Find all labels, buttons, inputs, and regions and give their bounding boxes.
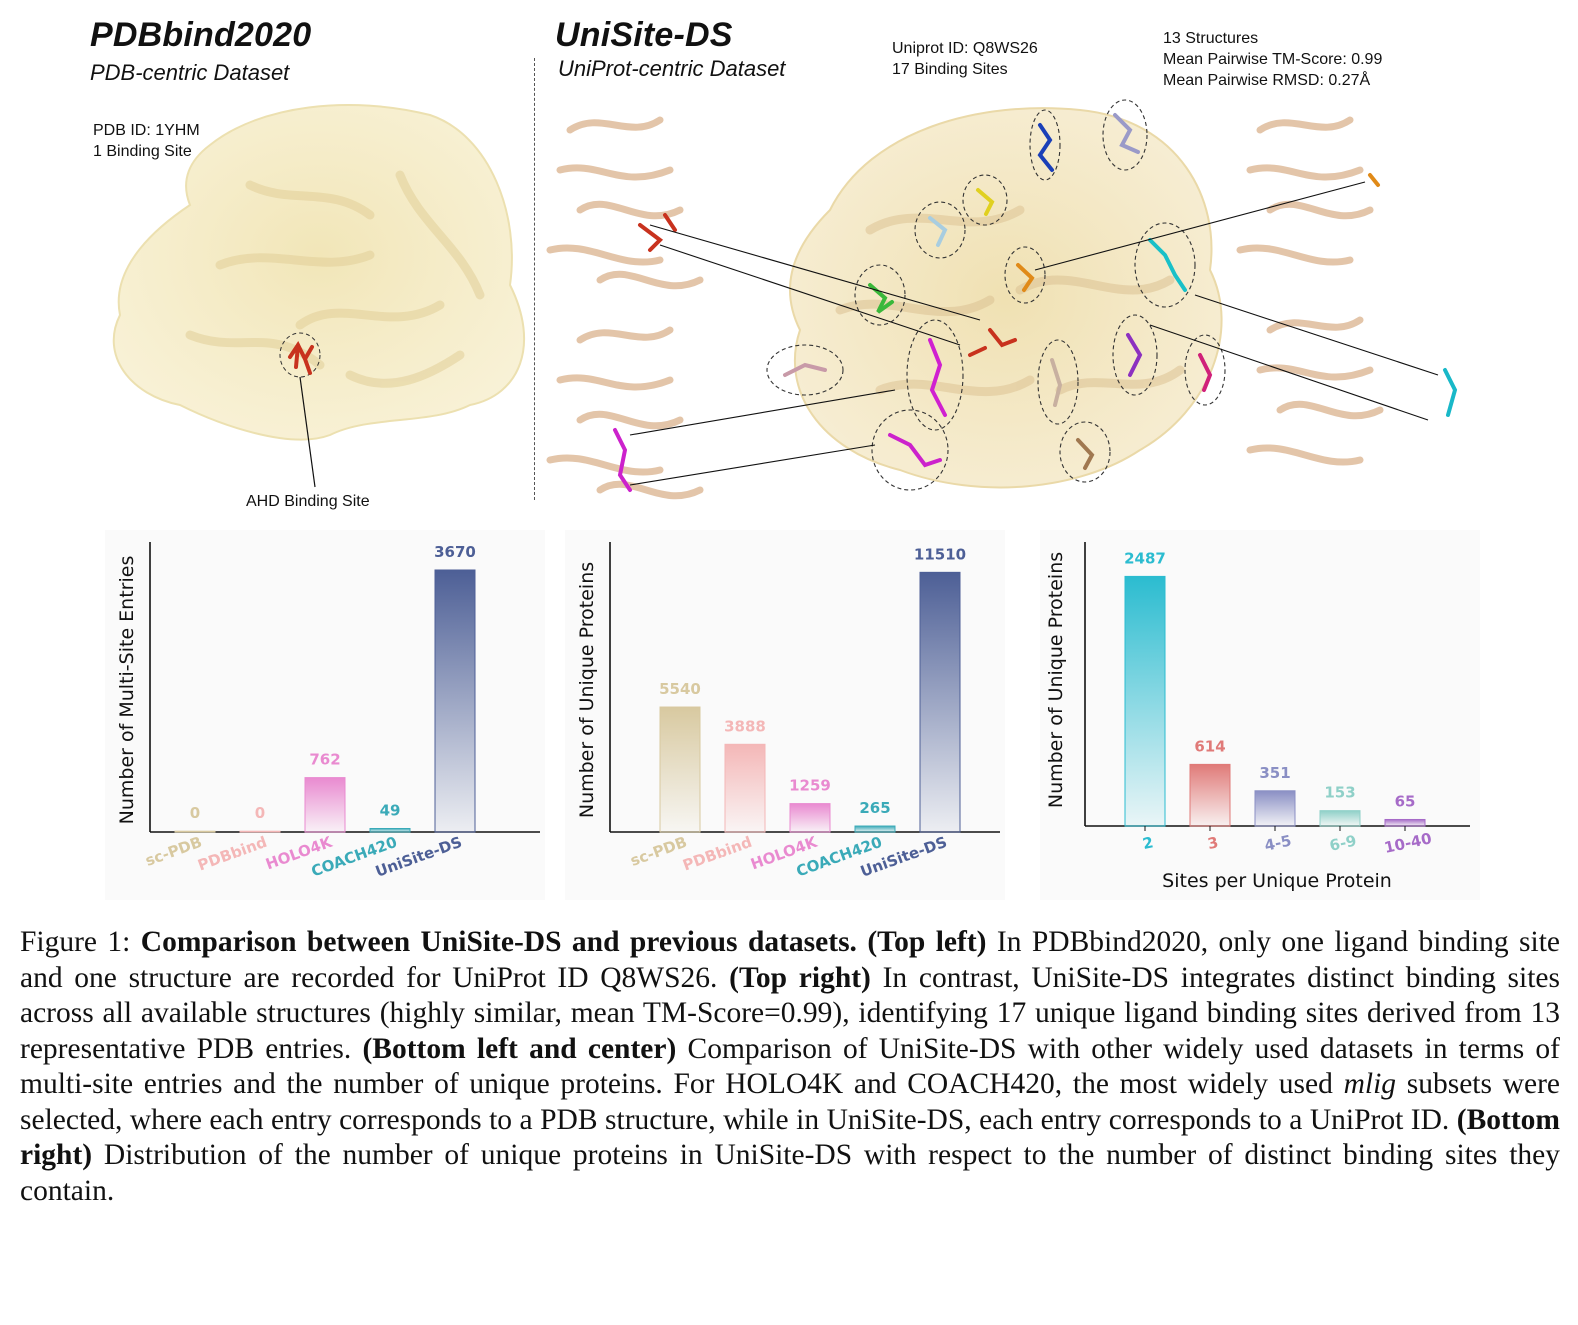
caption-fig-label: Figure 1: (20, 926, 131, 958)
bar-value-label: 5540 (659, 680, 701, 698)
x-tick-label: 3 (1206, 833, 1220, 853)
mini-structure-bottom-left (546, 326, 704, 500)
caption-bold-title: Comparison between UniSite-DS and previo… (140, 926, 857, 958)
caption-bottom-lc-head: (Bottom left and center) (362, 1032, 677, 1065)
caption-top-right-head: (Top right) (729, 961, 871, 994)
bar-value-label: 65 (1395, 792, 1416, 810)
pdbbind-subtitle: PDB-centric Dataset (90, 60, 290, 85)
bar-value-label: 3670 (434, 543, 476, 561)
caption-bottom-right-text: Distribution of the number of unique pro… (20, 1139, 1561, 1207)
chart-0-ylabel: Number of Multi-Site Entries (116, 556, 138, 825)
bar-value-label: 49 (380, 802, 401, 820)
bar-value-label: 265 (859, 799, 890, 817)
bar-unisite-ds (919, 571, 961, 833)
figure-caption: Figure 1: Comparison between UniSite-DS … (20, 925, 1560, 1209)
caption-top-right-text: In contrast, UniSite-DS integrates disti… (20, 961, 1561, 1065)
bar-value-label: 2487 (1124, 549, 1166, 567)
bar-value-label: 351 (1259, 764, 1290, 782)
ligand-ahd (288, 341, 314, 375)
bar-2 (1124, 575, 1166, 827)
mini-structure-bottom-right (1246, 316, 1384, 466)
bar-value-label: 762 (309, 751, 340, 769)
bar-pdbbind (724, 743, 766, 833)
bar-coach420 (369, 828, 411, 833)
bar-value-label: 1259 (789, 777, 831, 795)
central-protein-surface (789, 107, 1223, 489)
bar-unisite-ds (434, 569, 476, 833)
bar-value-label: 0 (255, 804, 265, 822)
chart-unique-proteins: 5540sc-PDB3888PDBbind1259HOLO4K265COACH4… (565, 530, 1005, 900)
bar-6-9 (1319, 810, 1361, 827)
bar-holo4k (789, 803, 831, 833)
bar-pdbbind (239, 830, 281, 833)
unisite-subtitle: UniProt-centric Dataset (558, 56, 786, 81)
pdbbind-info: PDB ID: 1YHM 1 Binding Site (93, 122, 200, 160)
x-tick-label: 4-5 (1263, 831, 1293, 854)
panel-divider (534, 58, 535, 500)
unisite-title: UniSite-DS (555, 16, 733, 54)
caption-top-left-head: (Top left) (867, 926, 987, 958)
bar-value-label: 0 (190, 804, 200, 822)
unisite-structure-illustration (546, 99, 1458, 500)
unisite-id-info: Uniprot ID: Q8WS26 17 Binding Sites (892, 40, 1038, 78)
bar-sc-pdb (174, 830, 216, 833)
mini-structure-top-left (546, 116, 704, 290)
caption-bottom-right-head: (Bottom right) (20, 1103, 1561, 1172)
bar-3 (1189, 763, 1231, 827)
x-tick-label: 2 (1141, 833, 1155, 853)
bar-coach420 (854, 825, 896, 833)
bar-sc-pdb (659, 706, 701, 833)
bar-10-40 (1384, 818, 1426, 827)
bar-holo4k (304, 777, 346, 833)
mini-structure-top-right (1236, 116, 1374, 266)
caption-bottom-lc-italic: mlig (1343, 1068, 1397, 1100)
bar-value-label: 153 (1324, 784, 1355, 802)
protein-surface (112, 104, 525, 441)
bar-value-label: 11510 (914, 545, 966, 563)
chart-2-xlabel: Sites per Unique Protein (1162, 870, 1392, 892)
pdbbind-structure-illustration (112, 104, 525, 488)
x-tick-label: 6-9 (1328, 831, 1358, 854)
caption-bottom-lc-text-2: subsets were selected, where each entry … (20, 1068, 1561, 1136)
pdbbind-title: PDBbind2020 (90, 16, 312, 54)
caption-top-left-text: In PDBbind2020, only one ligand binding … (20, 926, 1561, 994)
caption-bottom-lc-text-1: Comparison of UniSite-DS with other wide… (20, 1032, 1561, 1101)
bar-value-label: 614 (1194, 737, 1225, 755)
unisite-structure-info: 13 Structures Mean Pairwise TM-Score: 0.… (1163, 30, 1383, 89)
chart-2-ylabel: Number of Unique Proteins (1045, 552, 1067, 808)
ahd-site-label: AHD Binding Site (246, 493, 370, 510)
bar-value-label: 3888 (724, 717, 766, 735)
bar-4-5 (1254, 790, 1296, 827)
chart-multi-site-entries: 0sc-PDB0PDBbind762HOLO4K49COACH4203670Un… (105, 530, 545, 900)
chart-1-ylabel: Number of Unique Proteins (576, 562, 598, 818)
